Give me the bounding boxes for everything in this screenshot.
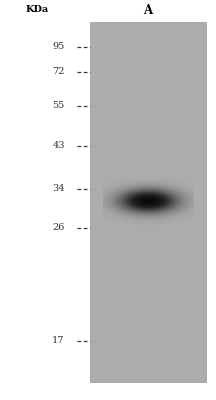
Text: 17: 17 bbox=[52, 336, 65, 345]
Text: KDa: KDa bbox=[25, 6, 48, 14]
Text: 72: 72 bbox=[52, 68, 65, 76]
Text: 43: 43 bbox=[52, 142, 65, 150]
Text: A: A bbox=[143, 4, 152, 16]
Text: 34: 34 bbox=[52, 184, 65, 193]
Text: 26: 26 bbox=[52, 224, 65, 232]
Text: 55: 55 bbox=[52, 102, 65, 110]
Bar bbox=[90, 22, 206, 382]
Text: 95: 95 bbox=[52, 42, 65, 51]
